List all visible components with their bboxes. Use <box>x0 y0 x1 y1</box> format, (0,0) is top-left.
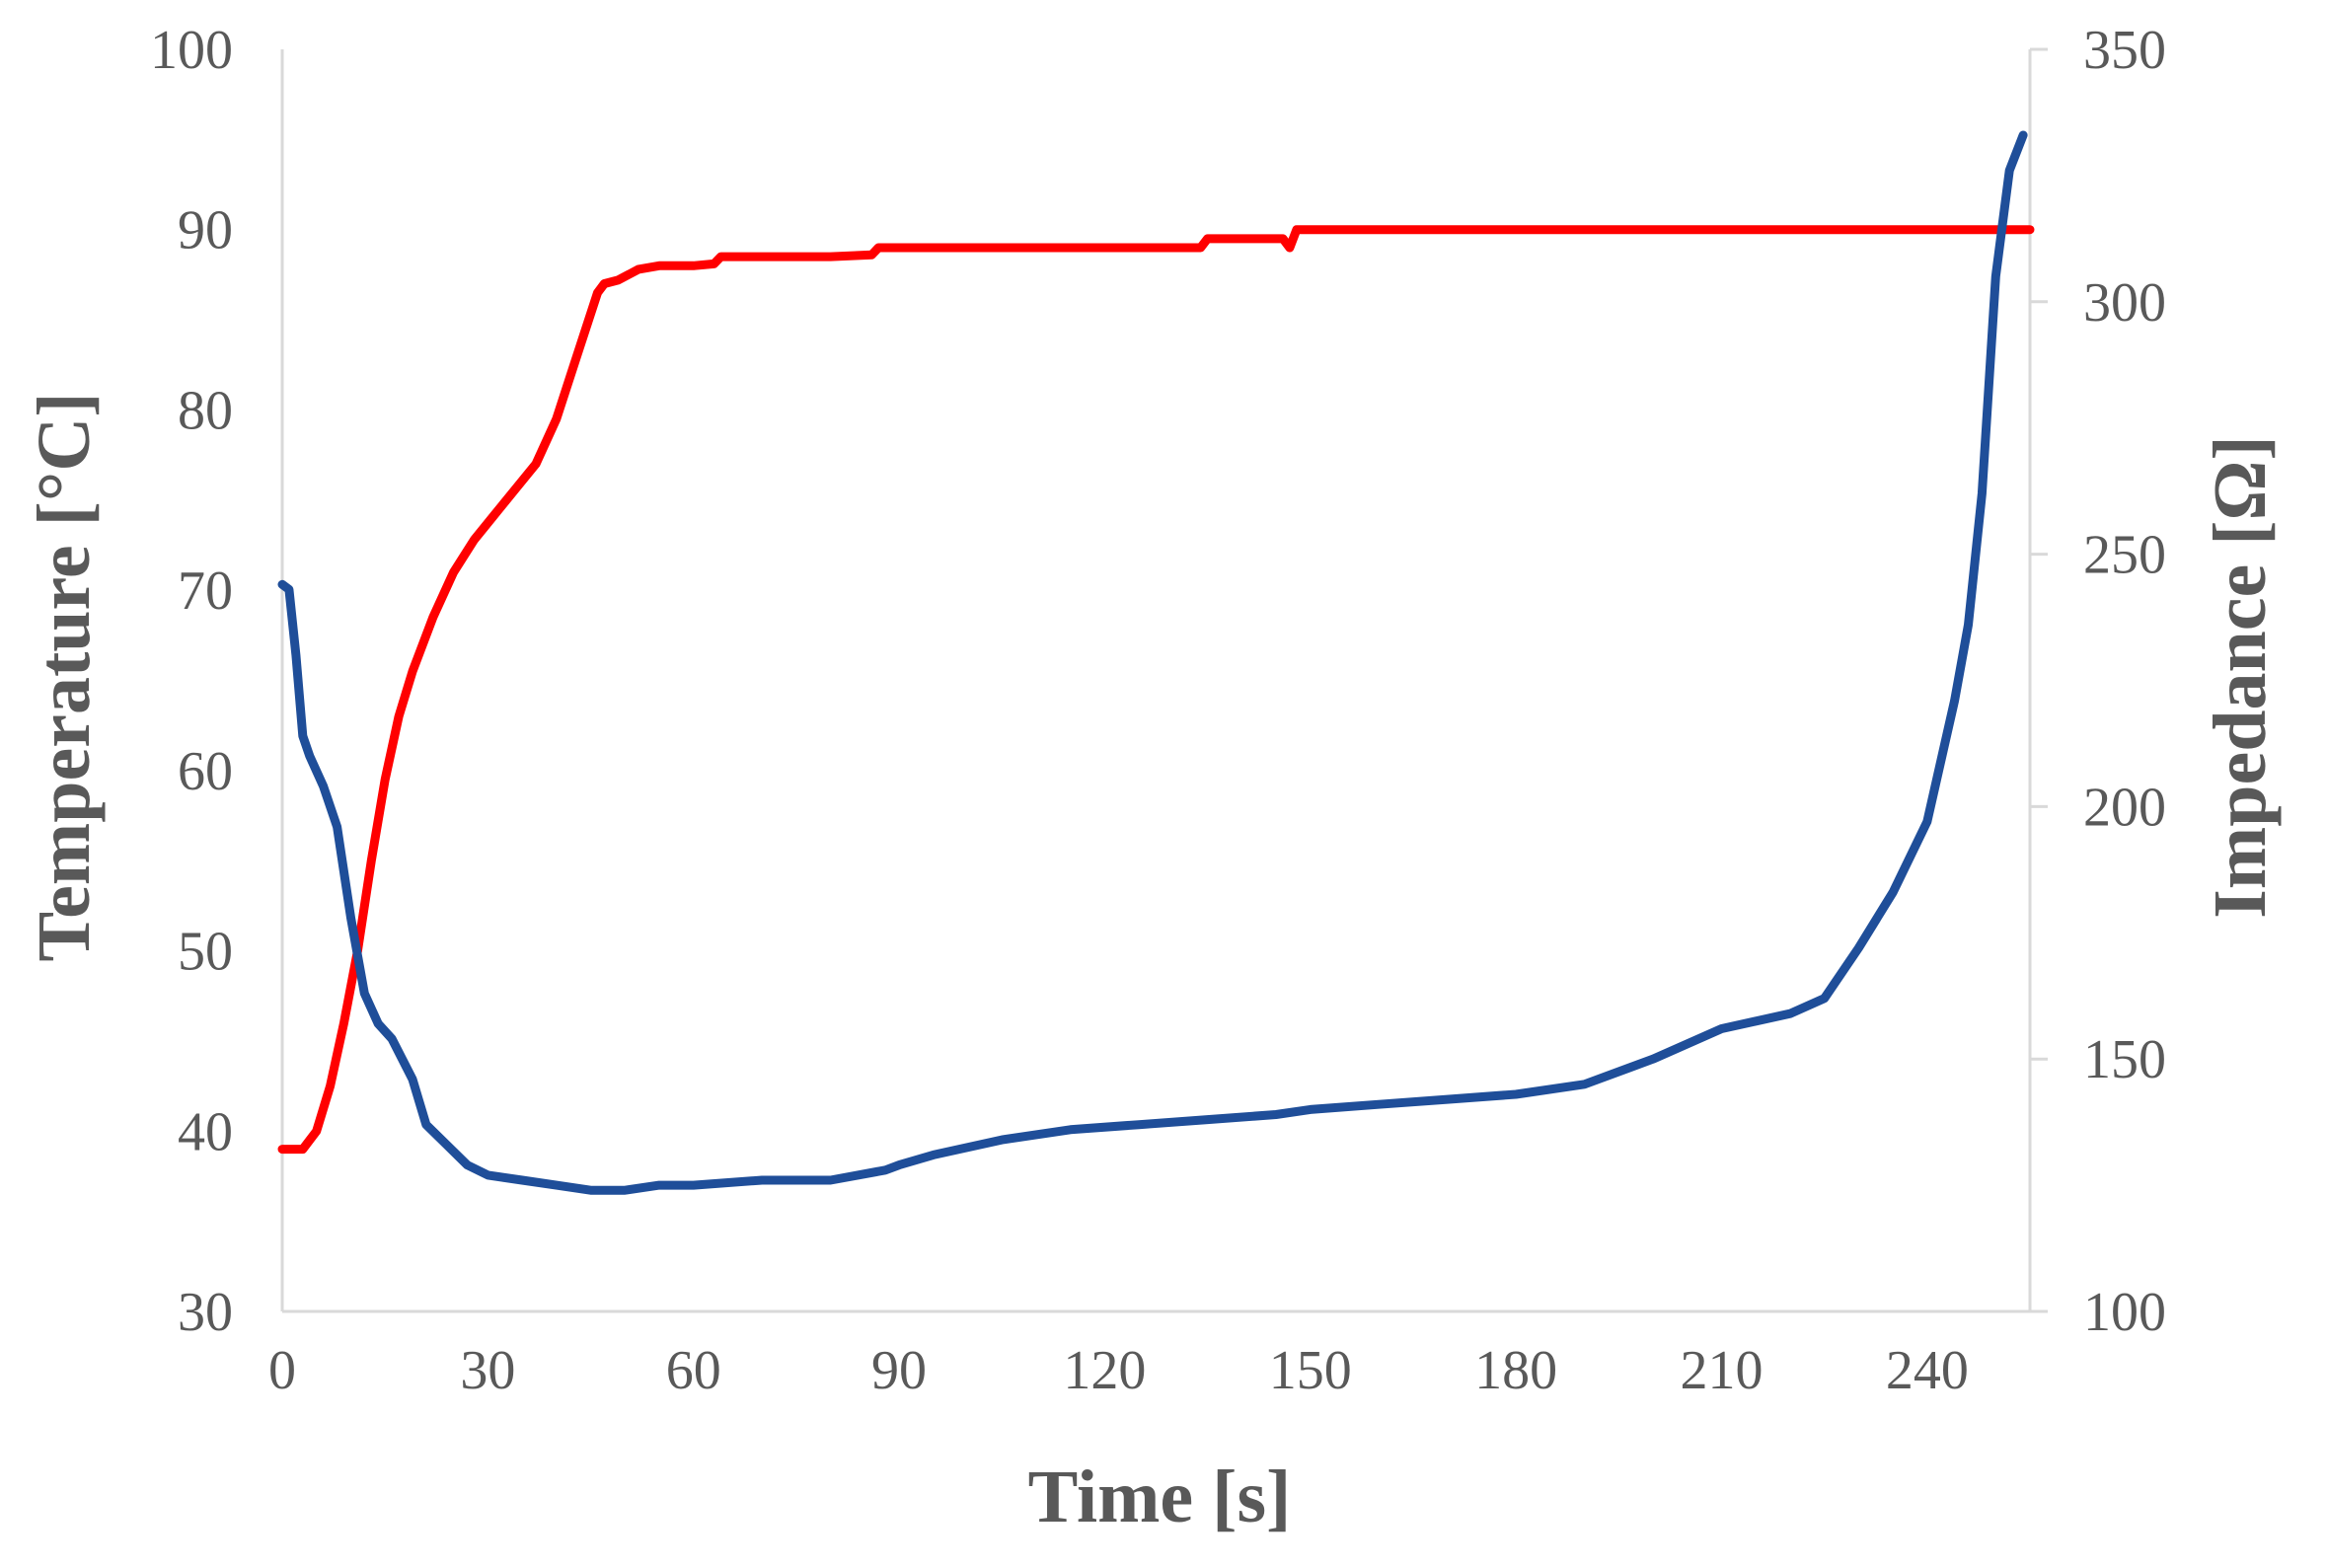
x-tick-label: 90 <box>871 1340 927 1401</box>
y-axis-title-left: Temperature [°C] <box>23 392 106 961</box>
tick-labels: 0 30 60 90 120 150 180 210 240 30 40 50 60 70 80 90 100 1… <box>150 20 2166 1401</box>
x-tick-label: 180 <box>1474 1340 1557 1401</box>
series-lines <box>277 130 2035 1195</box>
y-tick-label-left: 90 <box>178 200 233 261</box>
y-tick-label-left: 70 <box>178 560 233 622</box>
x-tick-label: 120 <box>1063 1340 1146 1401</box>
x-tick-label: 60 <box>666 1340 721 1401</box>
x-tick-label: 240 <box>1886 1340 1969 1401</box>
y-tick-label-right: 350 <box>2083 20 2166 81</box>
y-tick-label-right: 100 <box>2083 1282 2166 1343</box>
temperature-series-line <box>277 225 2035 1155</box>
y-tick-label-left: 100 <box>150 20 233 81</box>
x-tick-label: 210 <box>1680 1340 1763 1401</box>
y-tick-label-left: 50 <box>178 922 233 983</box>
impedance-series-line <box>277 130 2028 1195</box>
y-tick-label-right: 150 <box>2083 1029 2166 1090</box>
y-tick-label-right: 200 <box>2083 777 2166 838</box>
y-tick-label-left: 30 <box>178 1282 233 1343</box>
y-tick-label-right: 300 <box>2083 272 2166 334</box>
y-tick-label-left: 40 <box>178 1101 233 1162</box>
x-tick-label: 30 <box>460 1340 515 1401</box>
x-tick-label: 150 <box>1269 1340 1352 1401</box>
y-tick-label-right: 250 <box>2083 525 2166 586</box>
y-axis-title-right: Impedance [Ω] <box>2199 435 2282 918</box>
x-tick-label: 0 <box>268 1340 296 1401</box>
axes <box>280 47 2048 1313</box>
x-axis-title: Time [s] <box>1028 1456 1292 1538</box>
y-tick-label-left: 80 <box>178 380 233 441</box>
y-tick-label-left: 60 <box>178 741 233 802</box>
